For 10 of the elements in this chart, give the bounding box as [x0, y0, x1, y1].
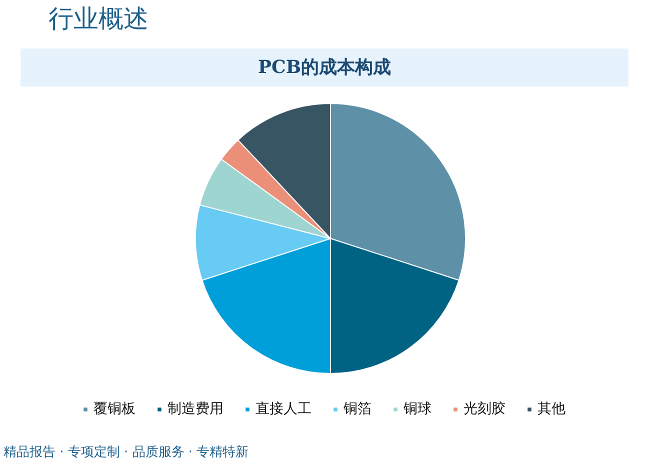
legend-label: 光刻胶 [464, 400, 506, 418]
text: 精品报告 · 专项定制 · 品质服务 · 专精特新 [4, 445, 249, 460]
legend-label: 铜球 [404, 400, 432, 418]
chart-title: PCB的成本构成 [258, 57, 392, 78]
legend-label: 覆铜板 [94, 400, 136, 418]
legend-label: 其他 [538, 400, 566, 418]
text: 行业概述 [48, 4, 148, 33]
legend-label: 铜箔 [344, 400, 372, 418]
legend-label: 制造费用 [168, 400, 224, 418]
legend-label: 直接人工 [256, 400, 312, 418]
